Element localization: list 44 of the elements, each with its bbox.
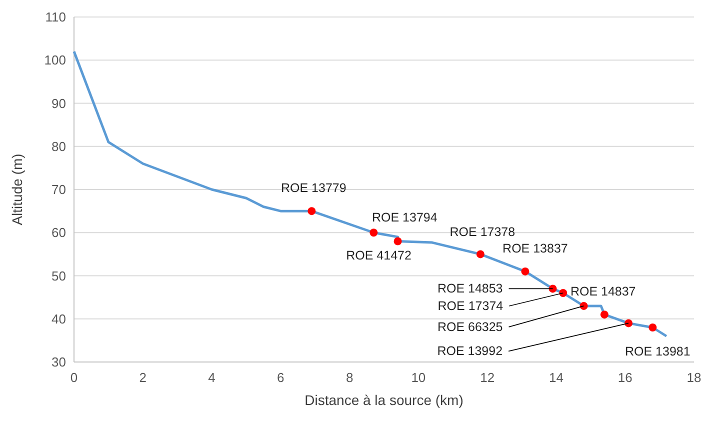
x-tick-label: 0 [70,370,78,385]
annotation: ROE 66325 [437,320,503,334]
y-tick-label: 70 [52,182,66,198]
annotation: ROE 17378 [450,225,516,240]
point [600,310,608,319]
x-tick-label: 18 [686,370,702,385]
point [559,289,568,297]
y-tick-label: 110 [45,10,66,25]
x-tick-label: 10 [411,370,426,385]
y-tick-label: 80 [52,138,66,154]
annotation: ROE 41472 [346,248,412,262]
x-tick-label: 6 [277,370,284,385]
point [394,237,402,246]
annotation: ROE 13981 [625,344,690,358]
y-axis-title: Altitude (m) [9,154,25,226]
point [476,250,484,258]
point [308,207,316,216]
point [580,302,588,310]
annotation: ROE 13992 [437,344,503,358]
annotation: ROE 14837 [570,284,636,299]
annotation: ROE 17374 [438,299,504,313]
x-tick-label: 4 [208,370,216,385]
y-tick-label: 90 [52,96,66,111]
y-tick-label: 40 [52,311,66,326]
x-tick-label: 14 [548,370,564,385]
annotation: ROE 13779 [281,181,346,196]
x-tick-label: 8 [346,370,354,385]
y-tick-label: 50 [52,268,66,284]
point [648,324,657,332]
x-tick-label: 2 [139,370,147,385]
point [624,319,633,328]
annotation: ROE 14853 [437,282,503,296]
point [548,284,557,293]
point [521,267,530,276]
annotation: ROE 13794 [372,210,438,225]
x-tick-label: 16 [618,370,632,385]
x-axis-title: Distance à la source (km) [304,392,464,408]
point [370,228,378,237]
line-series [72,50,668,338]
y-tick-label: 60 [52,225,66,240]
y-tick-label: 100 [44,52,66,68]
y-tick-label: 30 [52,354,66,370]
x-tick-label: 12 [480,370,495,385]
annotation: ROE 13837 [502,241,568,256]
